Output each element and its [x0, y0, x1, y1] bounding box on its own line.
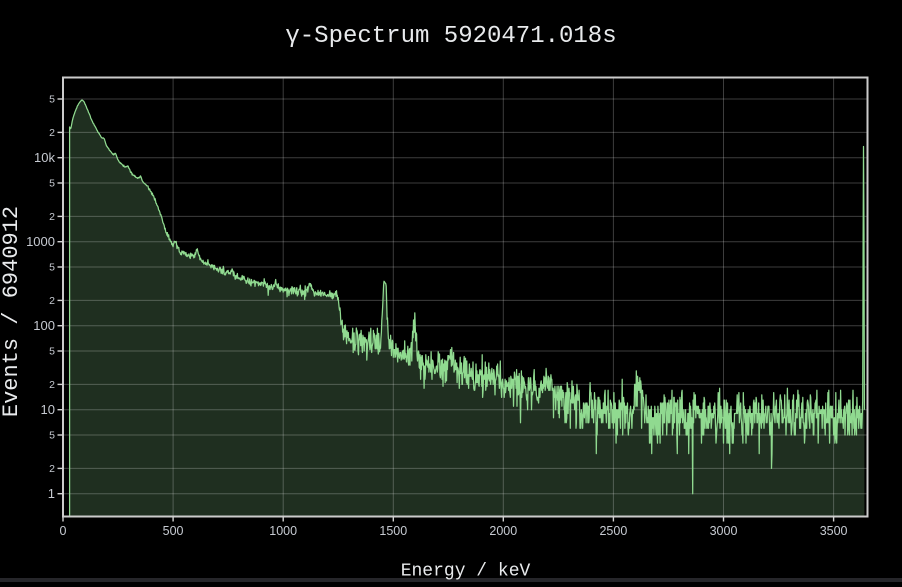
svg-text:2: 2	[49, 211, 55, 223]
svg-text:5: 5	[49, 430, 55, 442]
svg-text:1500: 1500	[379, 524, 407, 538]
svg-text:10k: 10k	[34, 150, 55, 165]
svg-text:100: 100	[33, 318, 55, 333]
svg-text:1000: 1000	[26, 234, 55, 249]
svg-text:2000: 2000	[489, 524, 517, 538]
svg-text:0: 0	[60, 524, 67, 538]
svg-text:500: 500	[163, 524, 184, 538]
svg-text:10: 10	[41, 402, 55, 417]
svg-text:2: 2	[49, 127, 55, 139]
svg-text:3500: 3500	[820, 524, 848, 538]
svg-text:3000: 3000	[710, 524, 738, 538]
svg-text:5: 5	[49, 262, 55, 274]
svg-text:Energy / keV: Energy / keV	[401, 562, 531, 582]
svg-text:γ-Spectrum 5920471.018s: γ-Spectrum 5920471.018s	[285, 23, 616, 50]
svg-text:5: 5	[49, 346, 55, 358]
svg-text:1000: 1000	[269, 524, 297, 538]
svg-text:Events / 6940912: Events / 6940912	[0, 206, 24, 417]
svg-text:5: 5	[49, 94, 55, 106]
svg-text:1: 1	[48, 486, 55, 501]
svg-text:2: 2	[49, 463, 55, 475]
svg-text:2500: 2500	[599, 524, 627, 538]
svg-text:2: 2	[49, 379, 55, 391]
svg-text:5: 5	[49, 178, 55, 190]
svg-text:2: 2	[49, 295, 55, 307]
